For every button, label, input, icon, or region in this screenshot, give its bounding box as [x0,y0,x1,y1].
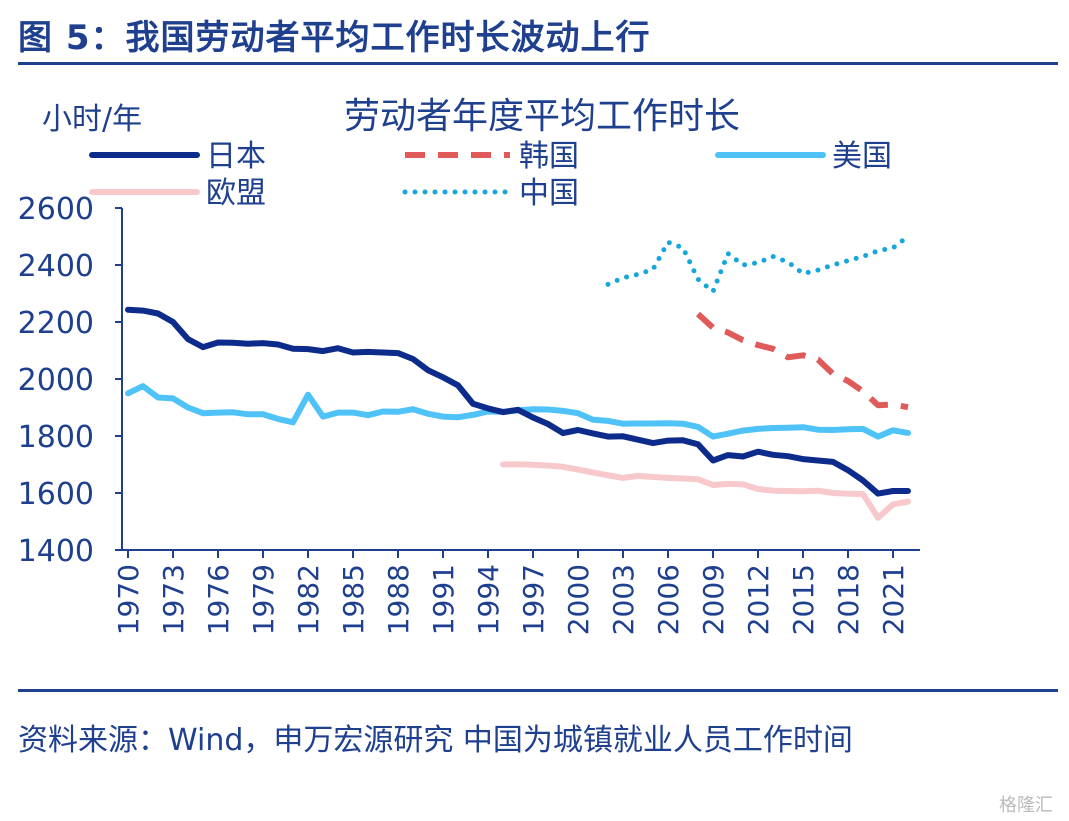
chart-title: 劳动者年度平均工作时长 [344,96,740,137]
x-tick-label: 2012 [742,564,775,635]
y-tick-label: 2000 [18,363,94,398]
source-rule [18,689,1058,692]
y-tick-label: 2400 [18,249,94,284]
legend-label-中国: 中国 [519,176,579,211]
x-tick-label: 2021 [877,564,910,635]
x-tick-label: 1991 [427,564,460,635]
x-tick-label: 1979 [247,564,280,635]
legend-label-日本: 日本 [206,139,266,174]
x-tick-label: 1994 [472,564,505,635]
y-tick-label: 2600 [18,192,94,227]
watermark-logo: 格隆汇 [999,795,1053,816]
x-tick-label: 1976 [202,564,235,635]
x-tick-label: 2009 [697,564,730,635]
x-tick-label: 2006 [652,564,685,635]
legend-label-欧盟: 欧盟 [206,176,266,211]
y-tick-label: 2200 [18,306,94,341]
x-tick-label: 2015 [787,564,820,635]
x-tick-label: 1970 [112,564,145,635]
series-line-欧盟 [500,461,911,521]
x-tick-label: 2000 [562,564,595,635]
legend-label-美国: 美国 [832,139,892,174]
y-axis-unit-label: 小时/年 [42,102,142,137]
series-line-韩国 [695,311,909,411]
x-tick-label: 1973 [157,564,190,635]
y-tick-label: 1800 [18,420,94,455]
series-layer [125,234,911,521]
x-tick-label: 1985 [337,564,370,635]
legend-label-韩国: 韩国 [519,139,579,174]
x-tick-label: 1982 [292,564,325,635]
x-tick-label: 1988 [382,564,415,635]
y-tick-label: 1600 [18,477,94,512]
source-note: 资料来源：Wind，申万宏源研究 中国为城镇就业人员工作时间 [18,723,853,758]
x-tick-label: 1997 [517,564,550,635]
x-tick-label: 2018 [832,564,865,635]
series-line-日本 [125,306,911,497]
figure-title: 图 5：我国劳动者平均工作时长波动上行 [18,18,651,58]
y-tick-label: 1400 [18,534,94,569]
axes: 1400 1600 1800 2000 2200 2400 2600 1970 1973 1976… [18,192,920,635]
title-rule [18,62,1058,65]
series-line-中国 [605,234,911,294]
x-tick-label: 2003 [607,564,640,635]
